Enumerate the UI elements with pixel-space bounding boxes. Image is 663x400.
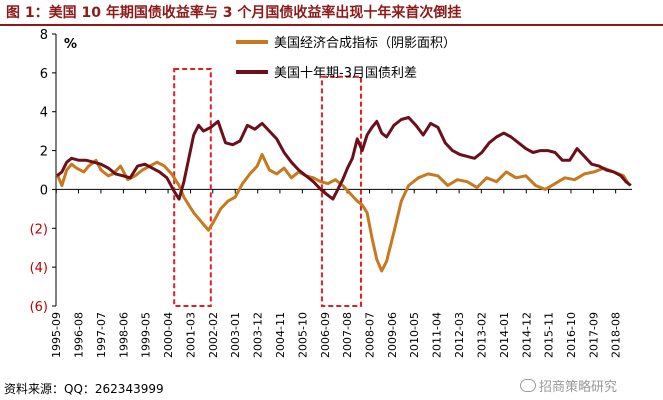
x-tick-label: 2004-11	[274, 312, 287, 358]
legend-label: 美国经济合成指标（阴影面积）	[274, 36, 456, 51]
x-tick-label: 2018-08	[610, 312, 623, 358]
chart-title: 图 1：美国 10 年期国债收益率与 3 个月国债收益率出现十年来首次倒挂	[6, 5, 462, 21]
x-tick-label: 2002-02	[207, 312, 220, 358]
x-tick-label: 2006-09	[319, 312, 332, 358]
highlight-box	[173, 67, 212, 307]
series-line-economic-composite	[55, 153, 630, 273]
x-tick-label: 2005-10	[296, 312, 309, 358]
y-axis-unit: %	[64, 37, 77, 52]
x-axis: 1995-09 1996-08 1997-07 1998-06 1999-05 2000-…	[50, 188, 632, 358]
x-tick-label: 2000-04	[162, 312, 175, 358]
x-tick-label: 2001-03	[185, 312, 198, 358]
x-tick-label: 2003-01	[229, 312, 242, 358]
legend-label: 美国十年期-3月国债利差	[274, 66, 417, 81]
title-divider	[0, 24, 663, 26]
y-tick-label: 8	[40, 28, 48, 43]
y-tick-label: 0	[40, 183, 48, 198]
x-tick-label: 2008-07	[364, 312, 377, 358]
x-tick-label: 2014-12	[520, 312, 533, 358]
x-tick-label: 2011-04	[431, 312, 444, 358]
source-note: 资料来源：QQ：262343999	[4, 380, 164, 397]
y-tick-label: 6	[40, 67, 48, 82]
y-tick-label: 4	[40, 106, 48, 121]
source-text: QQ：262343999	[64, 382, 164, 396]
series-line-yield-spread	[56, 116, 632, 201]
x-tick-label: 2010-05	[408, 312, 421, 358]
watermark: 招商策略研究	[520, 376, 617, 395]
x-tick-label: 2016-10	[565, 312, 578, 358]
y-tick-label: (6)	[30, 300, 48, 315]
series-lines	[55, 116, 632, 273]
highlight-boxes	[173, 67, 362, 307]
x-tick-label: 2012-03	[453, 312, 466, 358]
x-tick-label: 2013-02	[475, 312, 488, 358]
legend: 美国经济合成指标（阴影面积） 美国十年期-3月国债利差	[236, 36, 456, 81]
source-label: 资料来源：	[4, 382, 65, 396]
wechat-icon	[520, 379, 536, 392]
y-axis: (6) (4) (2) 0 2 4 6 8	[30, 28, 57, 315]
highlight-box	[320, 75, 362, 307]
x-tick-label: 2009-06	[386, 312, 399, 358]
x-tick-label: 1995-09	[50, 312, 63, 358]
x-tick-label: 1999-05	[140, 312, 153, 358]
y-tick-label: 2	[40, 145, 48, 160]
x-tick-label: 2015-11	[542, 312, 555, 358]
watermark-text: 招商策略研究	[539, 380, 618, 395]
x-tick-label: 1997-07	[95, 312, 108, 358]
x-tick-label: 2003-12	[252, 312, 265, 358]
x-tick-label: 1998-06	[117, 312, 130, 358]
x-tick-label: 2014-01	[498, 312, 511, 358]
y-tick-label: (4)	[30, 261, 48, 276]
y-tick-label: (2)	[30, 222, 48, 237]
x-tick-label: 2017-09	[587, 312, 600, 358]
x-tick-label: 1996-08	[72, 312, 85, 358]
x-tick-label: 2007-08	[341, 312, 354, 358]
line-chart: (6) (4) (2) 0 2 4 6 8 1995-09 1996-08 1997-07 1998…	[30, 28, 632, 358]
